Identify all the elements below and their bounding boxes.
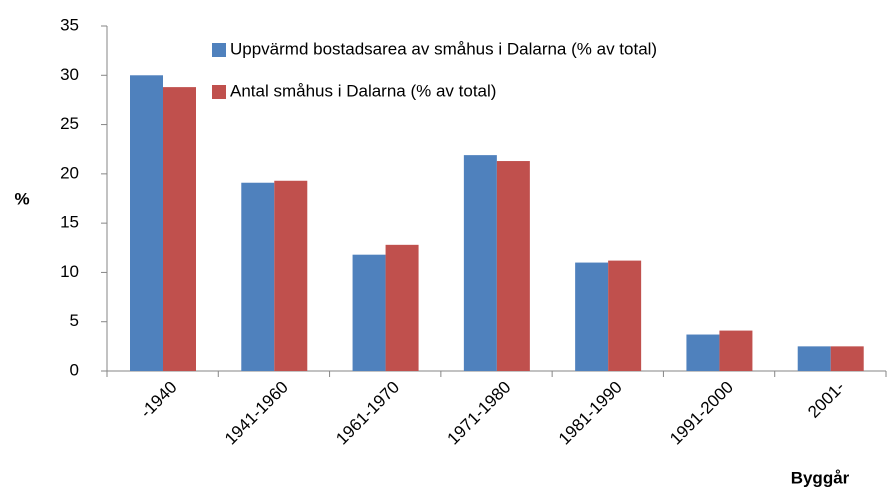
bar xyxy=(496,161,530,371)
bar xyxy=(608,260,642,371)
bar xyxy=(830,346,864,371)
y-tick-label: 5 xyxy=(70,311,79,330)
y-tick-label: 0 xyxy=(70,360,79,379)
x-tick-label: -1940 xyxy=(136,378,180,422)
bar xyxy=(719,330,753,371)
x-tick-label: 1961-1970 xyxy=(332,378,403,449)
x-tick-label: 1941-1960 xyxy=(221,378,292,449)
bar xyxy=(352,254,386,371)
y-tick-label: 20 xyxy=(60,163,79,182)
x-tick-label: 1981-1990 xyxy=(555,378,626,449)
legend-label: Antal småhus i Dalarna (% av total) xyxy=(230,81,496,100)
bar xyxy=(463,155,497,371)
bar xyxy=(130,75,163,372)
y-axis-label: % xyxy=(14,189,29,208)
bar xyxy=(575,262,609,371)
bar xyxy=(797,346,831,371)
y-tick-label: 25 xyxy=(60,114,79,133)
x-tick-label: 2001- xyxy=(804,378,848,422)
x-axis-label: Byggår xyxy=(791,468,850,487)
y-tick-label: 35 xyxy=(60,15,79,34)
legend-label: Uppvärmd bostadsarea av småhus i Dalarna… xyxy=(230,39,657,58)
bar xyxy=(163,87,196,371)
x-tick-label: 1971-1980 xyxy=(444,378,515,449)
y-tick-label: 15 xyxy=(60,213,79,232)
bar xyxy=(385,244,419,371)
legend-swatch xyxy=(212,85,226,99)
bar xyxy=(241,182,275,371)
bar xyxy=(686,334,720,371)
legend-swatch xyxy=(212,43,226,57)
y-tick-label: 10 xyxy=(60,262,79,281)
bar xyxy=(274,180,308,371)
x-tick-label: 1991-2000 xyxy=(666,378,737,449)
y-tick-label: 30 xyxy=(60,65,79,84)
